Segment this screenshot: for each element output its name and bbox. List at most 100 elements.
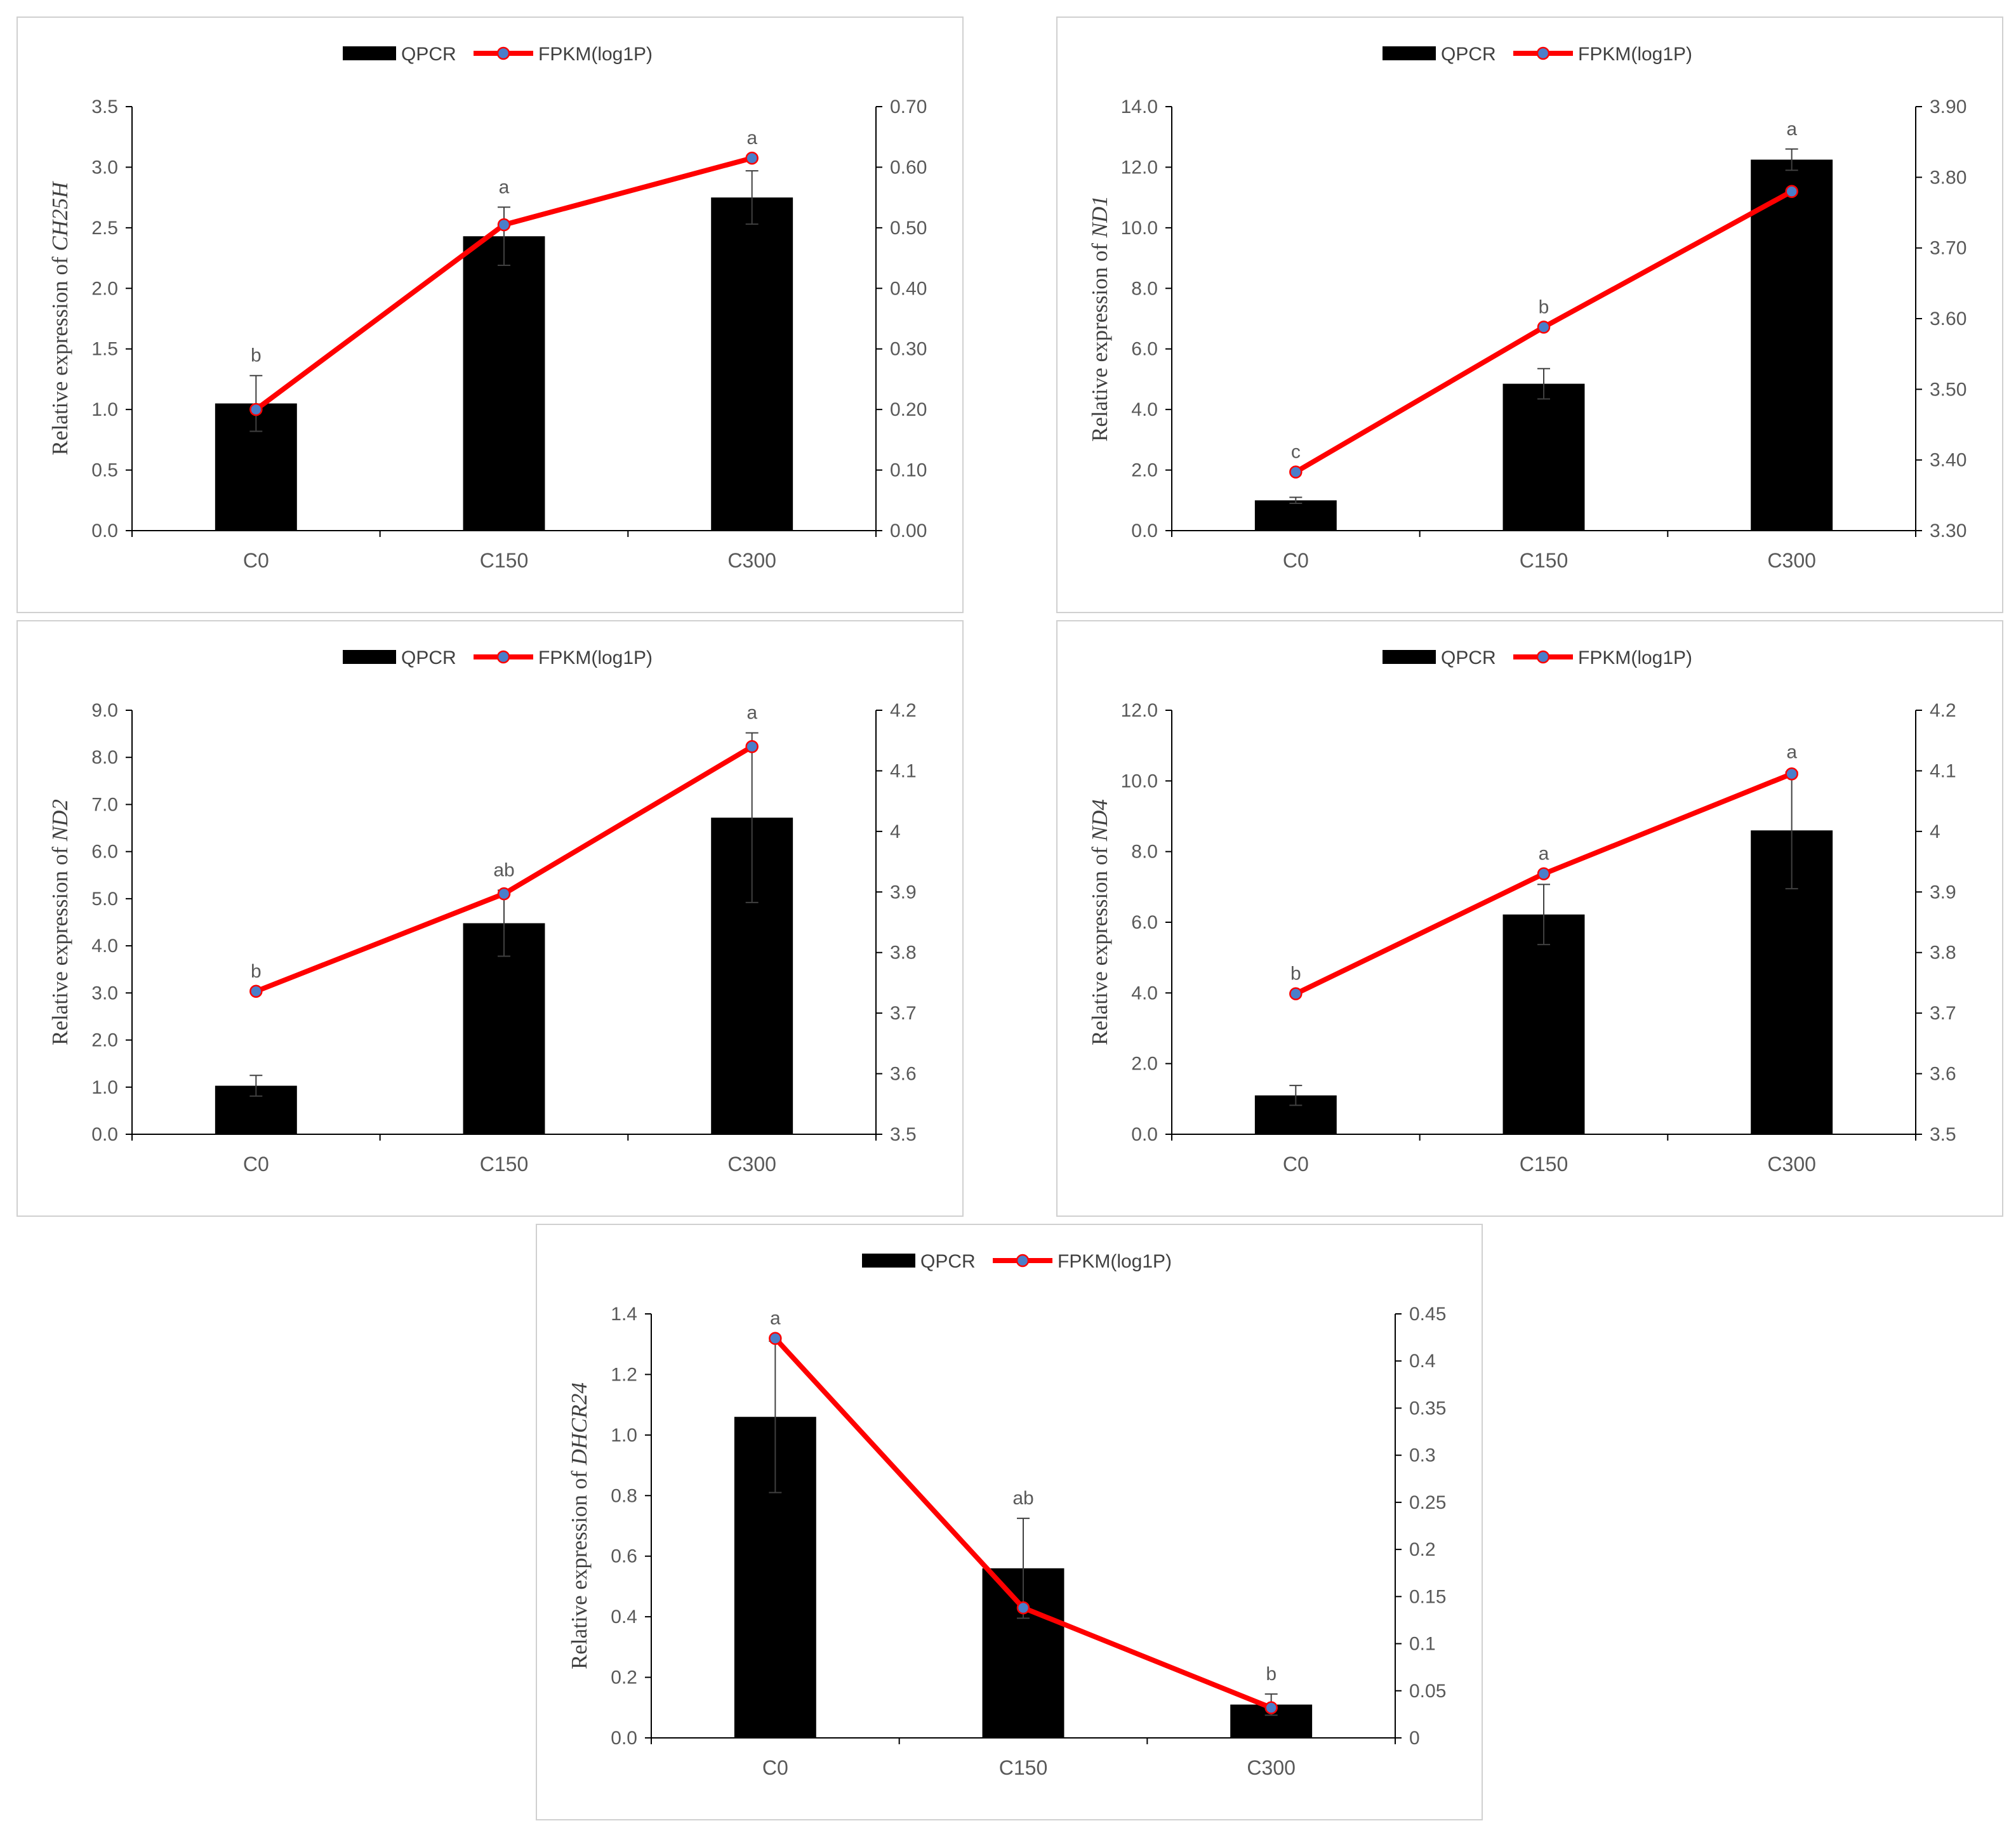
y-tick-label-left: 6.0 (91, 842, 118, 863)
significance-label: a (1786, 119, 1797, 140)
y-tick-label-right: 3.60 (1930, 308, 1966, 329)
significance-label: c (1291, 442, 1301, 463)
x-tick-label: C150 (999, 1756, 1048, 1779)
y-tick-label-right: 0.70 (890, 96, 927, 117)
chart-panel-ch25h: QPCR FPKM(log1P) 0.0 0.5 1.0 1.5 2.0 2.5 3.0 3.5 0… (17, 17, 964, 613)
point-fpkm (249, 402, 263, 416)
y-tick-label-left: 6.0 (1131, 339, 1158, 360)
significance-label: a (499, 176, 510, 197)
y-tick-label-left: 1.2 (611, 1364, 637, 1385)
chart-svg-nd4: QPCR FPKM(log1P) 0.0 2.0 4.0 6.0 8.0 10.0 12.0 3.… (1087, 647, 1956, 1176)
x-tick-label: C300 (1767, 549, 1816, 572)
point-fpkm (1537, 867, 1551, 880)
y-tick-label-right: 3.9 (890, 882, 917, 903)
bar-qpcr (463, 923, 545, 1134)
y-tick-label-left: 4.0 (91, 936, 118, 957)
y-tick-label-right: 3.50 (1930, 379, 1966, 400)
legend-swatch-qpcr (1383, 650, 1436, 664)
y-tick-label-right: 0.15 (1409, 1586, 1446, 1607)
y-tick-label-left: 7.0 (91, 794, 118, 815)
legend-label-qpcr: QPCR (920, 1251, 976, 1272)
y-tick-label-right: 3.80 (1930, 167, 1966, 188)
y-tick-label-left: 0.4 (611, 1606, 637, 1627)
x-tick-label: C150 (480, 549, 529, 572)
point-fpkm (1289, 465, 1303, 479)
y-tick-label-right: 0.25 (1409, 1492, 1446, 1513)
x-tick-label: C300 (1247, 1756, 1296, 1779)
point-fpkm (497, 887, 511, 901)
x-tick-label: C0 (243, 549, 269, 572)
y-tick-label-left: 2.0 (1131, 1054, 1158, 1075)
legend-label-fpkm: FPKM(log1P) (1058, 1251, 1172, 1272)
y-tick-label-right: 3.9 (1930, 882, 1956, 903)
legend-marker-fpkm (1536, 46, 1550, 60)
point-fpkm (1785, 185, 1798, 198)
point-fpkm (1537, 321, 1551, 334)
y-tick-label-left: 9.0 (91, 700, 118, 721)
y-tick-label-right: 0.20 (890, 399, 927, 420)
x-tick-label: C0 (243, 1153, 269, 1176)
significance-label: b (1266, 1664, 1277, 1685)
bar-qpcr (1502, 383, 1585, 531)
y-tick-label-right: 0.60 (890, 157, 927, 178)
y-axis-title: Relative expression of ND2 (48, 799, 72, 1045)
y-tick-label-left: 0.8 (611, 1485, 637, 1506)
y-tick-label-left: 0.2 (611, 1667, 637, 1688)
bar-qpcr (711, 197, 793, 531)
legend-marker-fpkm (1536, 650, 1550, 664)
y-tick-label-left: 3.5 (91, 96, 118, 117)
y-tick-label-left: 0.0 (1131, 520, 1158, 541)
y-tick-label-left: 0.5 (91, 460, 118, 481)
legend-label-fpkm: FPKM(log1P) (1578, 44, 1692, 65)
x-tick-label: C300 (727, 549, 776, 572)
x-tick-label: C150 (480, 1153, 529, 1176)
bar-qpcr (1254, 500, 1337, 531)
y-tick-label-left: 1.4 (611, 1304, 637, 1325)
y-tick-label-left: 1.5 (91, 339, 118, 360)
y-tick-label-right: 3.7 (890, 1003, 917, 1024)
legend-marker-fpkm (1016, 1254, 1030, 1268)
legend: QPCR FPKM(log1P) (343, 647, 653, 668)
y-tick-label-right: 0.30 (890, 339, 927, 360)
x-tick-label: C150 (1520, 549, 1568, 572)
y-tick-label-left: 2.0 (91, 1030, 118, 1051)
y-tick-label-left: 5.0 (91, 889, 118, 910)
significance-label: b (251, 961, 262, 982)
x-tick-label: C0 (1283, 1153, 1309, 1176)
legend-label-qpcr: QPCR (401, 647, 456, 668)
chart-panel-dhcr24: QPCR FPKM(log1P) 0.0 0.2 0.4 0.6 0.8 1.0 1.2 1.4 0… (536, 1224, 1483, 1820)
significance-label: a (746, 703, 757, 724)
y-tick-label-right: 0.10 (890, 460, 927, 481)
legend-label-qpcr: QPCR (401, 44, 456, 65)
y-tick-label-right: 3.6 (890, 1064, 917, 1085)
legend-swatch-qpcr (862, 1254, 915, 1268)
y-tick-label-left: 0.0 (91, 1124, 118, 1145)
y-tick-label-left: 2.0 (1131, 460, 1158, 481)
significance-label: b (1290, 964, 1301, 984)
y-axis-title-gene: ND4 (1087, 799, 1112, 842)
x-tick-label: C300 (727, 1153, 776, 1176)
y-tick-label-left: 6.0 (1131, 912, 1158, 933)
y-tick-label-right: 3.70 (1930, 238, 1966, 259)
y-tick-label-left: 8.0 (91, 747, 118, 768)
bar-qpcr (1751, 159, 1833, 531)
y-tick-label-left: 0.0 (611, 1728, 637, 1749)
chart-svg-dhcr24: QPCR FPKM(log1P) 0.0 0.2 0.4 0.6 0.8 1.0 1.2 1.4 0… (567, 1251, 1446, 1779)
y-tick-label-right: 0.00 (890, 520, 927, 541)
y-tick-label-right: 0.3 (1409, 1445, 1436, 1466)
significance-label: ab (493, 860, 514, 881)
y-tick-label-left: 8.0 (1131, 278, 1158, 299)
y-tick-label-right: 3.40 (1930, 450, 1966, 471)
bar-qpcr (1502, 914, 1585, 1134)
y-tick-label-right: 0.1 (1409, 1634, 1436, 1655)
significance-label: a (1786, 741, 1797, 762)
chart-svg-nd2: QPCR FPKM(log1P) 0.0 1.0 2.0 3.0 4.0 5.0 6.0 7.0 8… (48, 647, 917, 1176)
y-axis-title-prefix: Relative expression of (1087, 841, 1112, 1045)
y-tick-label-left: 0.0 (1131, 1124, 1158, 1145)
y-tick-label-left: 12.0 (1121, 700, 1158, 721)
point-fpkm (497, 218, 511, 232)
y-tick-label-right: 4.1 (890, 760, 917, 781)
y-tick-label-right: 0.50 (890, 218, 927, 239)
y-tick-label-right: 3.8 (890, 943, 917, 964)
y-tick-label-left: 8.0 (1131, 842, 1158, 863)
